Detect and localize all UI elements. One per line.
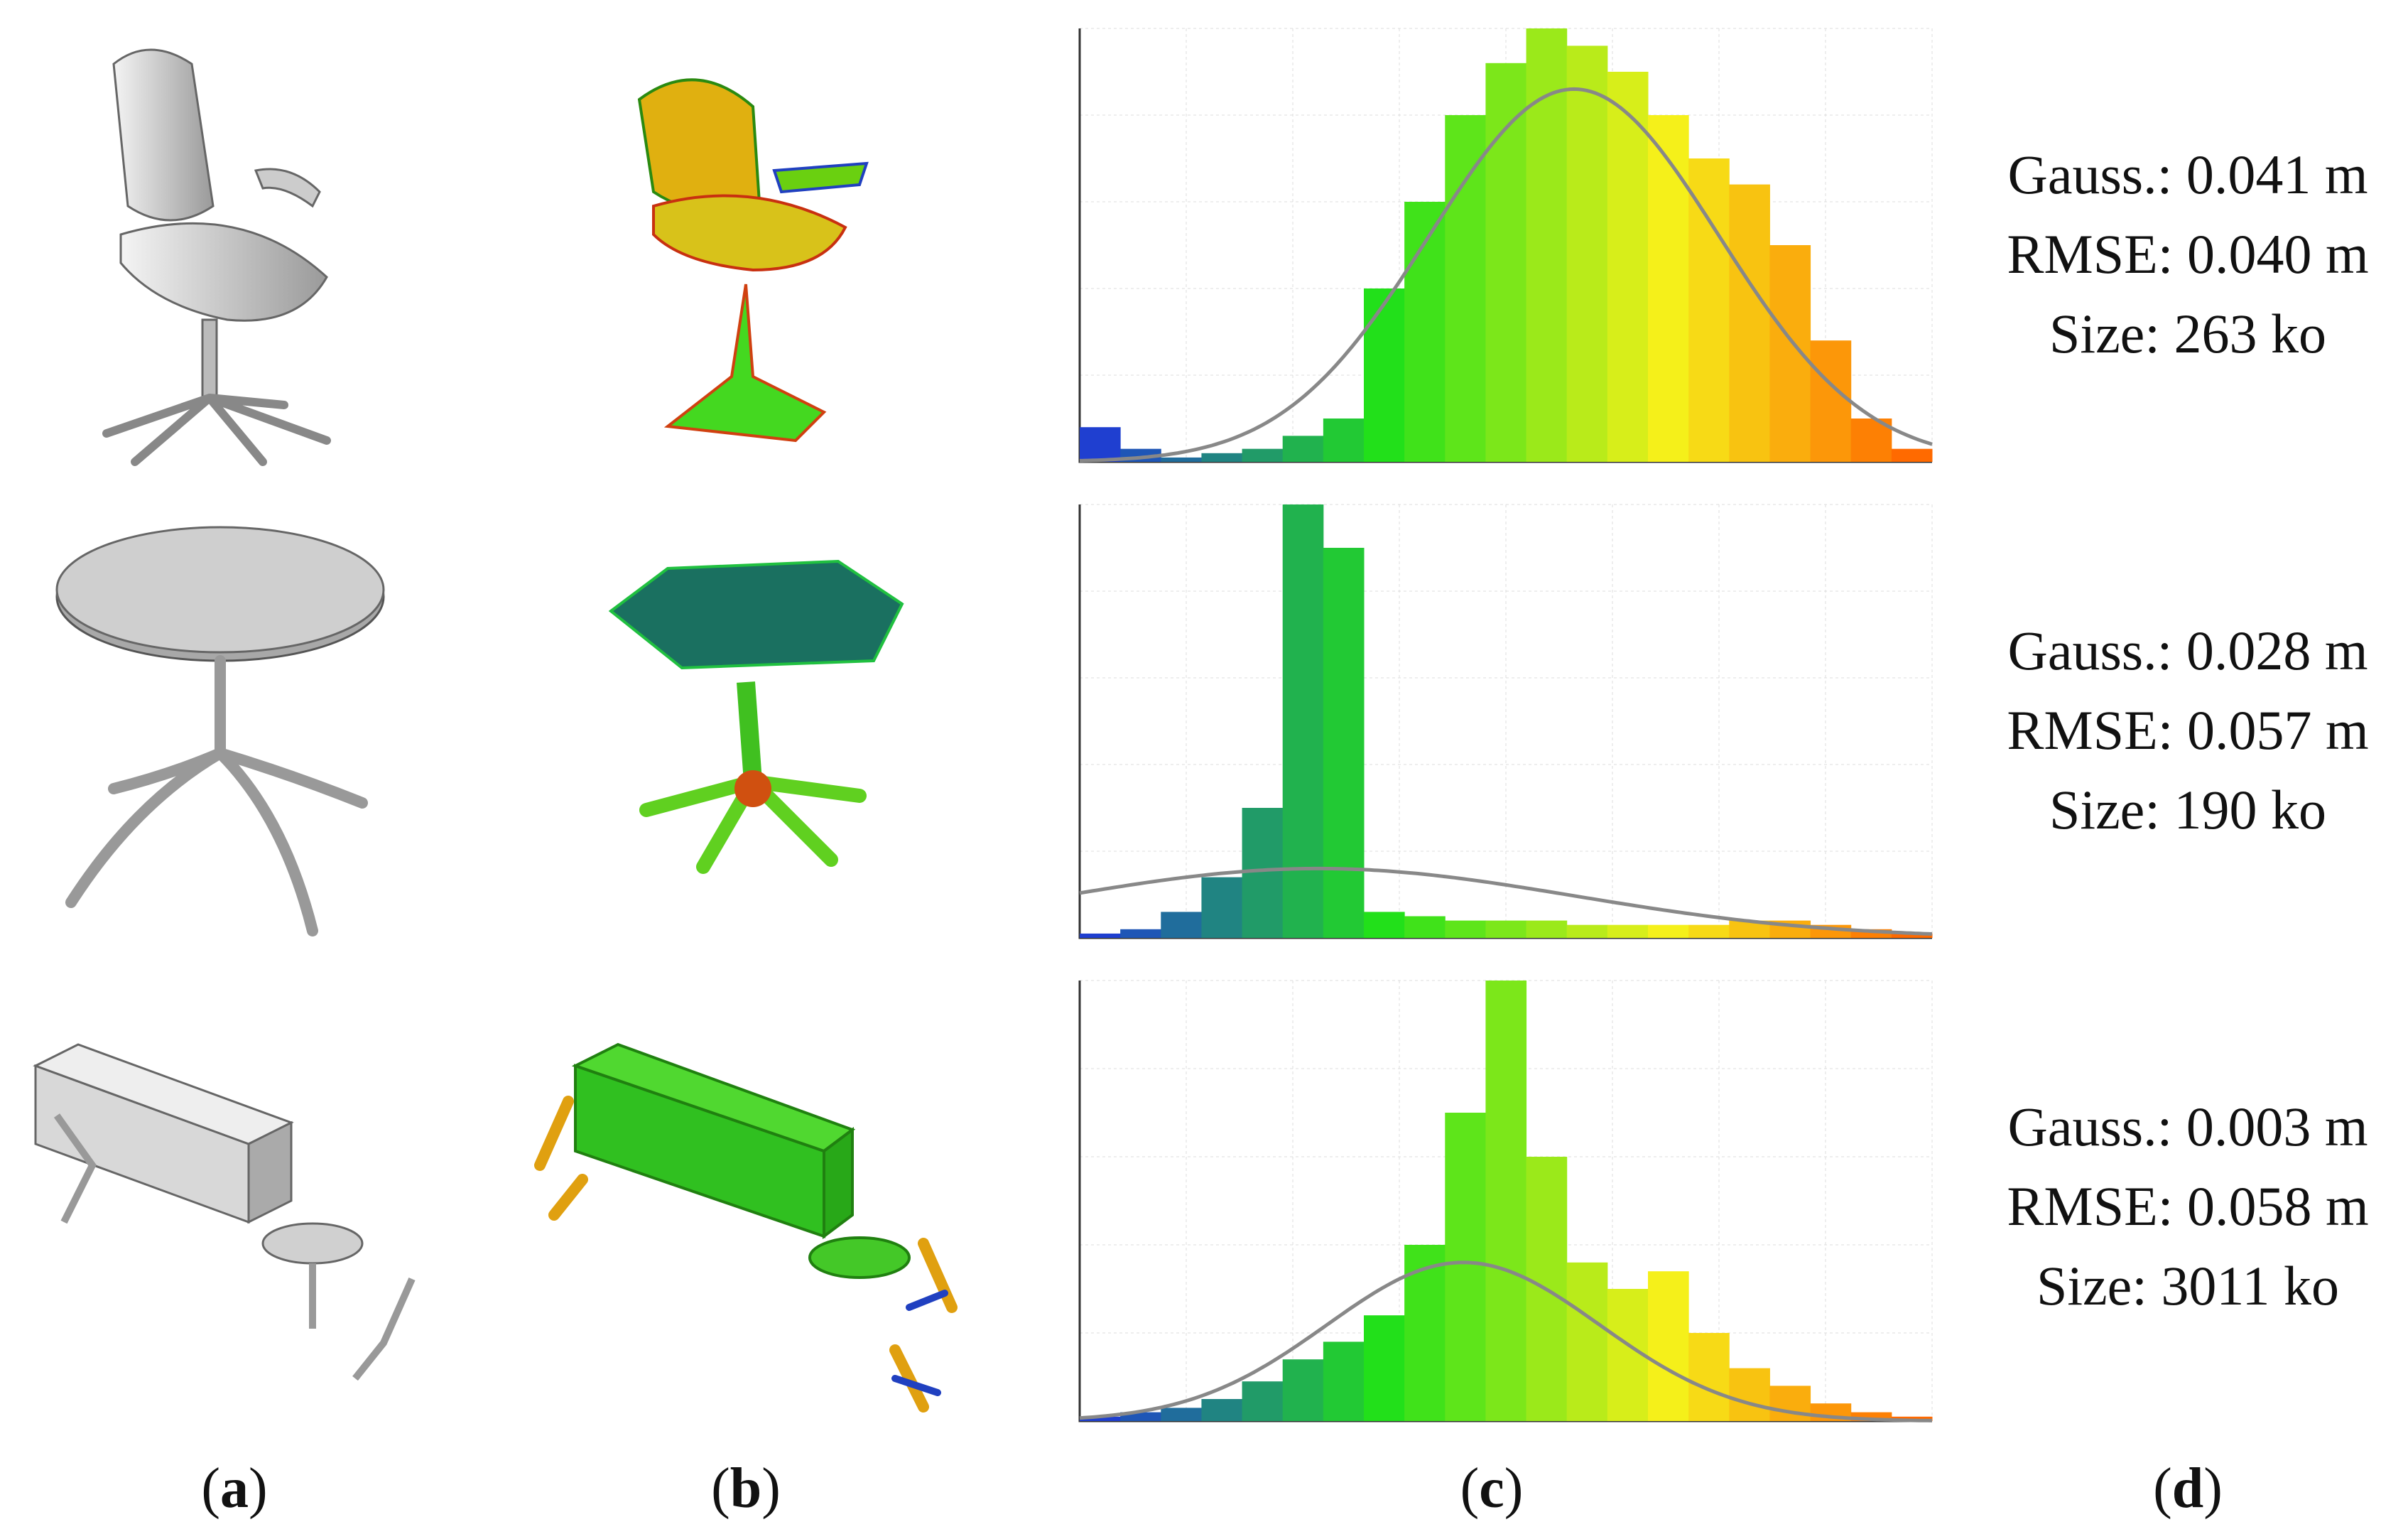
histogram-bar xyxy=(1566,1262,1608,1421)
histogram-bar xyxy=(1688,1333,1730,1421)
histogram-table xyxy=(1078,504,1933,939)
histogram-bar xyxy=(1485,920,1527,938)
histogram-bar xyxy=(1080,427,1121,462)
histogram-bar xyxy=(1323,1341,1365,1421)
histogram-bar xyxy=(1364,288,1405,462)
histogram-bar xyxy=(1404,916,1446,938)
histogram-bar xyxy=(1688,924,1730,938)
size-value: Size: 263 ko xyxy=(2049,303,2326,364)
rmse-value: RMSE: 0.040 m xyxy=(2007,223,2369,285)
caption-b: (b) xyxy=(711,1457,781,1520)
histogram-bar xyxy=(1080,933,1121,938)
histogram-bar xyxy=(1201,453,1243,462)
size-value: Size: 3011 ko xyxy=(2036,1255,2340,1317)
cad-chair-render xyxy=(102,48,331,466)
histogram-bar xyxy=(1282,436,1324,462)
histogram-bar xyxy=(1201,1399,1243,1421)
histogram-bar xyxy=(1769,245,1811,462)
histogram-bar xyxy=(1891,933,1933,938)
gauss-value: Gauss.: 0.003 m xyxy=(2007,1096,2368,1157)
histogram-bar xyxy=(1080,1416,1121,1421)
histogram-bar xyxy=(1161,1408,1202,1421)
histogram-bar xyxy=(1404,1245,1446,1421)
gaussian-fit-curve xyxy=(1079,87,1933,463)
rmse-value: RMSE: 0.058 m xyxy=(2007,1175,2369,1237)
gauss-value: Gauss.: 0.041 m xyxy=(2007,144,2368,205)
caption-c: (c) xyxy=(1460,1457,1524,1520)
histogram-bar xyxy=(1566,45,1608,462)
histogram-bar xyxy=(1161,457,1202,462)
histogram-bar xyxy=(1323,418,1365,462)
gaussian-fit-curve xyxy=(1079,866,1933,936)
mesh-table-render xyxy=(608,559,904,874)
histogram-bar xyxy=(1485,981,1527,1421)
histogram-bar xyxy=(1323,548,1365,938)
histogram-bar xyxy=(1201,877,1243,938)
histogram-bar xyxy=(1242,808,1284,938)
histogram-bar xyxy=(1445,1113,1486,1421)
histogram-chair xyxy=(1078,28,1933,463)
caption-d: (d) xyxy=(2153,1457,2223,1520)
stats-office-scene: Gauss.: 0.003 m RMSE: 0.058 m Size: 3011… xyxy=(1968,1087,2408,1326)
histogram-bar xyxy=(1120,929,1161,938)
histogram-bar xyxy=(1648,924,1689,938)
histogram-bar xyxy=(1526,920,1568,938)
histogram-bar xyxy=(1282,1359,1324,1421)
histogram-bar xyxy=(1688,158,1730,462)
gaussian-fit-curve xyxy=(1079,1260,1933,1422)
mesh-office-scene-render xyxy=(534,1042,958,1413)
mesh-chair-render xyxy=(637,78,869,443)
histogram-bar xyxy=(1648,115,1689,462)
histogram-bar xyxy=(1161,912,1202,938)
histogram-bar xyxy=(1282,504,1324,938)
histogram-bar xyxy=(1364,912,1405,938)
histogram-bar xyxy=(1729,1368,1770,1421)
histogram-bar xyxy=(1648,1271,1689,1421)
histogram-bar xyxy=(1364,1315,1405,1421)
histogram-bar xyxy=(1607,924,1649,938)
histogram-bar xyxy=(1810,340,1852,462)
histogram-bar xyxy=(1891,448,1933,462)
histogram-bar xyxy=(1242,448,1284,462)
stats-chair: Gauss.: 0.041 m RMSE: 0.040 m Size: 263 … xyxy=(1968,135,2408,374)
histogram-bar xyxy=(1445,920,1486,938)
cad-table-render xyxy=(55,526,385,936)
histogram-bar xyxy=(1242,1381,1284,1421)
histogram-bar xyxy=(1485,63,1527,463)
histogram-bar xyxy=(1445,115,1486,462)
stats-table: Gauss.: 0.028 m RMSE: 0.057 m Size: 190 … xyxy=(1968,611,2408,850)
size-value: Size: 190 ko xyxy=(2049,779,2326,841)
histogram-bar xyxy=(1729,184,1770,462)
cad-office-scene-render xyxy=(33,1043,416,1381)
caption-a: (a) xyxy=(201,1457,268,1520)
histogram-office-scene xyxy=(1078,980,1933,1422)
histogram-bar xyxy=(1607,72,1649,462)
rmse-value: RMSE: 0.057 m xyxy=(2007,699,2369,761)
histogram-bar xyxy=(1566,924,1608,938)
gauss-value: Gauss.: 0.028 m xyxy=(2007,620,2368,681)
histogram-bar xyxy=(1526,28,1568,462)
